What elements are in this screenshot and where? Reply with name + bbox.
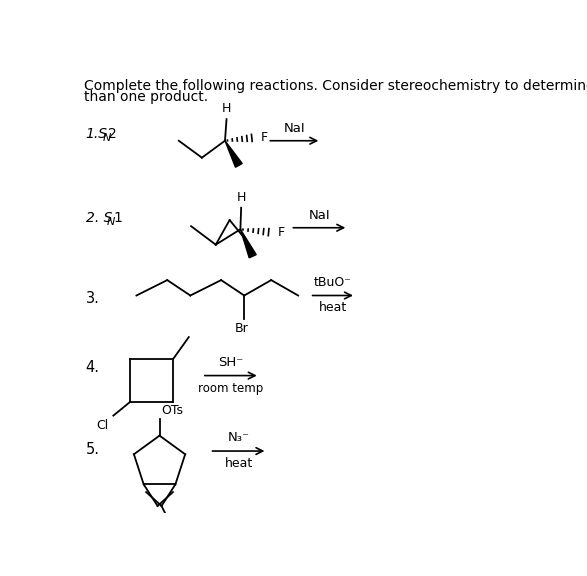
Text: NaI: NaI (309, 209, 330, 222)
Text: 2. S: 2. S (86, 211, 112, 225)
Text: heat: heat (319, 301, 347, 314)
Text: 1: 1 (113, 211, 122, 225)
Text: H: H (222, 103, 231, 115)
Text: than one product.: than one product. (84, 90, 208, 104)
Text: 4.: 4. (86, 361, 100, 376)
Text: N₃⁻: N₃⁻ (228, 431, 250, 444)
Polygon shape (241, 229, 256, 258)
Text: N: N (107, 217, 116, 228)
Text: Br: Br (234, 321, 248, 335)
Text: F: F (278, 226, 285, 239)
Text: SH⁻: SH⁻ (218, 355, 243, 369)
Text: 3.: 3. (86, 291, 100, 306)
Text: 1.S: 1.S (86, 127, 107, 141)
Text: H: H (237, 191, 246, 204)
Text: NaI: NaI (284, 122, 305, 135)
Text: Cl: Cl (96, 419, 109, 431)
Text: heat: heat (225, 457, 253, 470)
Text: 2: 2 (108, 127, 117, 141)
Text: F: F (261, 131, 268, 144)
Text: N: N (103, 132, 111, 143)
Text: Complete the following reactions. Consider stereochemistry to determine if has m: Complete the following reactions. Consid… (84, 79, 587, 93)
Text: OTs: OTs (161, 404, 183, 417)
Text: tBuO⁻: tBuO⁻ (314, 275, 352, 289)
Text: room temp: room temp (198, 382, 263, 395)
Polygon shape (225, 141, 242, 167)
Text: 5.: 5. (86, 442, 100, 457)
